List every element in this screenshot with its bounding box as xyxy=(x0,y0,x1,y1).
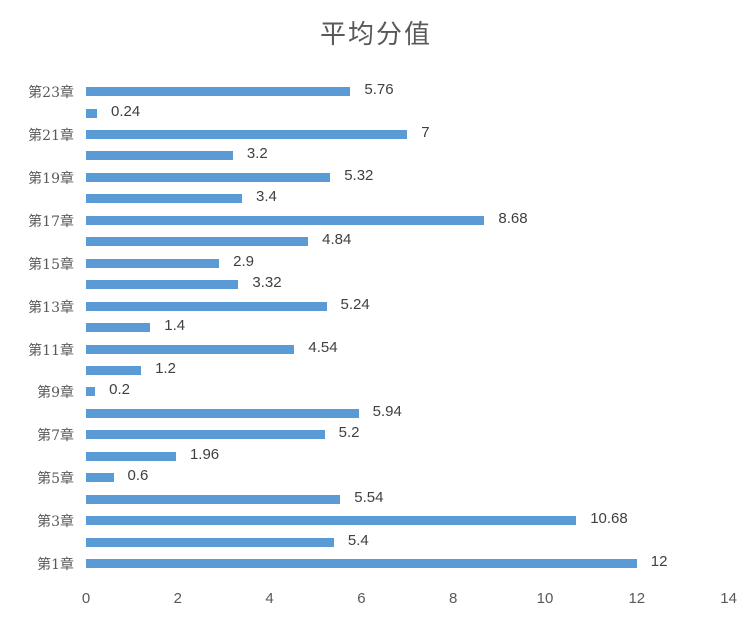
data-label: 0.2 xyxy=(109,381,131,399)
x-axis-tick-label: 4 xyxy=(265,590,274,607)
data-label: 1.2 xyxy=(155,359,176,377)
category-label: 第17章 xyxy=(28,213,74,230)
bar xyxy=(86,323,151,333)
bar xyxy=(86,130,408,139)
bar xyxy=(86,387,96,397)
bar xyxy=(86,301,327,311)
data-label: 0.24 xyxy=(111,102,141,120)
bar-row: 3.32 xyxy=(0,274,752,294)
bar-row: 第21章 7 xyxy=(0,124,752,144)
bar xyxy=(86,430,325,440)
bar xyxy=(86,473,114,483)
data-label: 1.4 xyxy=(164,317,186,335)
bar-row: 4.84 xyxy=(0,231,752,251)
bar-row: 第1章 12 xyxy=(0,553,752,573)
bar-row: 3.4 xyxy=(0,188,752,208)
data-label: 5.4 xyxy=(347,531,369,549)
bar xyxy=(86,172,331,182)
data-label: 5.32 xyxy=(344,166,374,184)
x-axis-tick-label: 2 xyxy=(173,590,182,607)
bar-row: 1.4 xyxy=(0,317,752,337)
bar xyxy=(86,280,239,290)
bar xyxy=(86,537,334,547)
category-label: 第5章 xyxy=(37,471,74,488)
x-axis-tick-label: 12 xyxy=(628,590,646,607)
bar xyxy=(86,494,341,504)
bar-row: 第23章 5.76 xyxy=(0,81,752,101)
bar xyxy=(86,108,98,118)
bar-row: 第7章 5.2 xyxy=(0,424,752,444)
bar-row: 1.2 xyxy=(0,360,752,380)
data-label: 1.96 xyxy=(189,445,220,463)
category-label: 第1章 xyxy=(37,557,74,573)
bar xyxy=(86,559,637,568)
bar xyxy=(86,344,295,354)
category-label: 第7章 xyxy=(37,428,74,445)
bar-row: 第9章 0.2 xyxy=(0,381,752,401)
bar xyxy=(86,408,359,418)
chart-title: 平均分值 xyxy=(319,20,432,50)
x-axis-tick-label: 6 xyxy=(357,590,366,607)
bar xyxy=(86,365,142,375)
data-label: 12 xyxy=(650,553,668,570)
data-label: 2.9 xyxy=(233,252,254,270)
category-label: 第3章 xyxy=(37,514,74,531)
data-label: 5.94 xyxy=(372,402,402,420)
category-label: 第21章 xyxy=(28,128,74,144)
data-label: 5.54 xyxy=(354,488,384,506)
bar-row: 5.94 xyxy=(0,403,752,423)
bar-row: 第15章 2.9 xyxy=(0,253,752,273)
bar-row: 第19章 5.32 xyxy=(0,167,752,187)
bar-row: 第5章 0.6 xyxy=(0,467,752,487)
bar xyxy=(86,194,243,204)
category-label: 第15章 xyxy=(28,256,74,273)
bar xyxy=(86,151,233,161)
bar-row: 3.2 xyxy=(0,145,752,165)
category-label: 第19章 xyxy=(28,170,74,187)
x-axis-tick-label: 14 xyxy=(720,590,737,607)
bar-row: 5.54 xyxy=(0,489,752,509)
bar xyxy=(86,215,485,225)
bar xyxy=(86,237,309,247)
bar-row: 第13章 5.24 xyxy=(0,296,752,316)
bar xyxy=(86,87,351,97)
data-label: 4.84 xyxy=(322,231,352,249)
data-label: 4.54 xyxy=(308,338,338,356)
data-label: 3.4 xyxy=(256,188,277,206)
data-label: 7 xyxy=(421,124,430,141)
bar-row: 0.24 xyxy=(0,103,752,123)
x-axis-tick-label: 8 xyxy=(449,590,458,607)
data-label: 5.24 xyxy=(340,295,370,313)
bar-row: 第11章 4.54 xyxy=(0,339,752,359)
x-axis-tick-label: 10 xyxy=(536,590,554,607)
data-label: 0.6 xyxy=(127,467,149,485)
data-label: 3.2 xyxy=(246,145,268,163)
category-label: 第13章 xyxy=(28,299,74,316)
data-label: 3.32 xyxy=(252,274,282,292)
bar xyxy=(86,516,577,526)
bar-row: 第17章 8.68 xyxy=(0,210,752,230)
data-label: 10.68 xyxy=(590,510,628,528)
category-label: 第11章 xyxy=(28,342,74,359)
bar xyxy=(86,451,176,461)
x-axis-tick-label: 0 xyxy=(81,590,91,607)
bar-row: 1.96 xyxy=(0,446,752,466)
bar-row: 第3章 10.68 xyxy=(0,510,752,530)
data-label: 5.2 xyxy=(338,424,360,442)
bar-row: 5.4 xyxy=(0,532,752,552)
bar xyxy=(86,258,220,268)
category-label: 第23章 xyxy=(28,85,74,102)
data-label: 8.68 xyxy=(498,209,528,227)
data-label: 5.76 xyxy=(364,81,394,99)
category-label: 第9章 xyxy=(37,385,74,402)
